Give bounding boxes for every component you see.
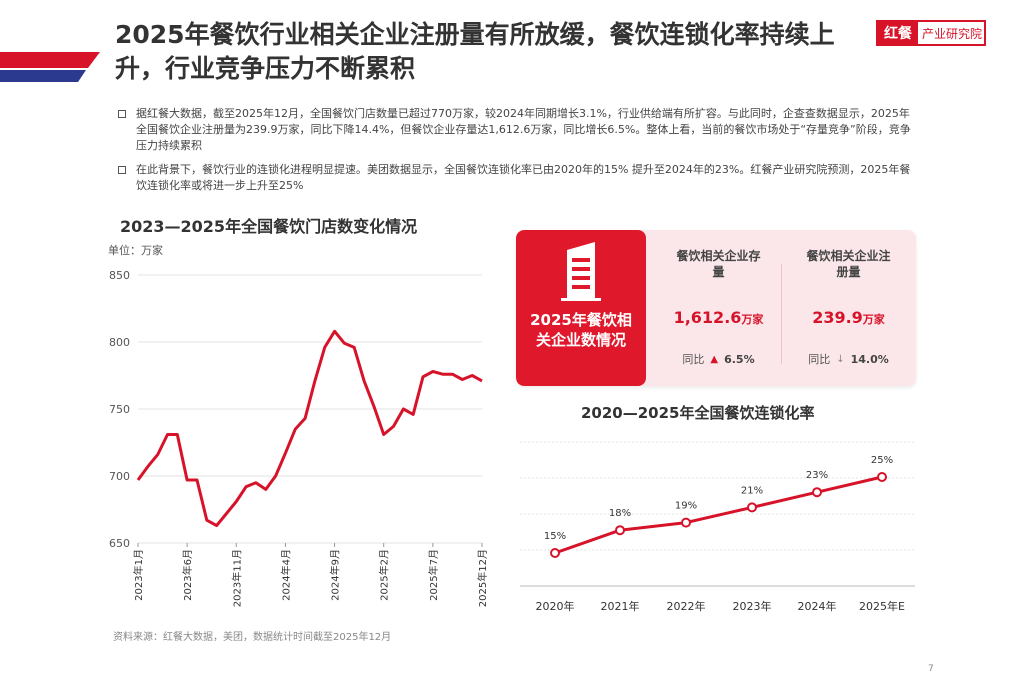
metric-label: 餐饮相关企业注册量	[806, 249, 891, 279]
bullet-item: 在此背景下，餐饮行业的连锁化进程明显提速。美团数据显示，全国餐饮连锁化率已由20…	[118, 162, 918, 194]
data-label: 25%	[871, 455, 893, 466]
chain-rate-line	[554, 475, 883, 555]
metric-value: 1,612.6万家	[651, 308, 786, 327]
data-label: 18%	[609, 508, 631, 519]
metric-number: 239.9	[812, 308, 863, 327]
arrow-down-icon: ↓	[836, 353, 845, 365]
chain-rate-point	[615, 525, 625, 536]
y-tick-label: 850	[109, 269, 130, 282]
data-label: 23%	[806, 470, 828, 481]
enterprise-stats-card: 2025年餐饮相关企业数情况 餐饮相关企业存量 1,612.6万家 同比 ▲ 6…	[516, 230, 916, 386]
yoy-value: 6.5%	[724, 352, 755, 366]
x-category-label: 2021年	[601, 599, 640, 613]
building-icon	[561, 242, 601, 301]
brand-logo: 红餐 产业研究院	[876, 20, 986, 46]
x-category-label: 2024年	[798, 599, 837, 613]
card-divider	[781, 264, 782, 364]
x-category-label: 2023年	[733, 599, 772, 613]
chain-rate-point	[747, 502, 757, 513]
chain-rate-chart-title: 2020—2025年全国餐饮连锁化率	[581, 404, 815, 422]
chain-rate-chart: 15% 2020年 18% 2021年 19% 2022年 21% 2023年 23% 2024年…	[520, 441, 915, 613]
bullet-text: 在此背景下，餐饮行业的连锁化进程明显提速。美团数据显示，全国餐饮连锁化率已由20…	[136, 163, 911, 192]
data-label: 19%	[675, 501, 697, 512]
metric-yoy: 同比 ↓ 14.0%	[781, 351, 916, 367]
y-tick-label: 800	[109, 336, 130, 349]
data-label: 21%	[741, 485, 763, 496]
enterprise-registration-metric: 餐饮相关企业注册量 239.9万家 同比 ↓ 14.0%	[781, 230, 916, 386]
card-highlight-panel: 2025年餐饮相关企业数情况	[516, 230, 646, 386]
card-title: 2025年餐饮相关企业数情况	[530, 311, 632, 349]
store-count-chart: 单位：万家 650 700 750 800 850 2023年1月 2023年6月 2023年1…	[108, 243, 489, 607]
metric-unit: 万家	[741, 313, 764, 326]
yoy-value: 14.0%	[850, 352, 889, 366]
enterprise-stock-metric: 餐饮相关企业存量 1,612.6万家 同比 ▲ 6.5%	[651, 230, 786, 386]
yoy-label: 同比	[682, 353, 705, 366]
metric-yoy: 同比 ▲ 6.5%	[651, 351, 786, 367]
y-tick-label: 750	[109, 403, 130, 416]
x-category-label: 2022年	[667, 599, 706, 613]
metric-number: 1,612.6	[673, 308, 742, 327]
store-count-line	[136, 329, 483, 528]
x-tick-label: 2025年2月	[378, 549, 391, 601]
square-bullet-icon	[118, 166, 126, 174]
x-tick-label: 2025年12月	[476, 549, 489, 607]
x-tick-label: 2024年9月	[329, 549, 342, 601]
square-bullet-icon	[118, 110, 126, 118]
arrow-up-icon: ▲	[710, 353, 719, 365]
x-category-label: 2025年E	[859, 599, 905, 613]
metric-value: 239.9万家	[781, 308, 916, 327]
page-number: 7	[928, 664, 934, 674]
x-tick-label: 2023年6月	[181, 549, 194, 601]
chain-rate-point	[681, 517, 691, 528]
header-accent-bar	[0, 52, 100, 82]
x-category-label: 2020年	[536, 599, 575, 613]
y-tick-label: 650	[109, 537, 130, 550]
unit-label: 单位：万家	[108, 243, 163, 257]
brand-logo-mark: 红餐	[878, 22, 918, 44]
store-count-chart-title: 2023—2025年全国餐饮门店数变化情况	[120, 217, 418, 236]
bullet-text: 据红餐大数据，截至2025年12月，全国餐饮门店数量已超过770万家，较2024…	[136, 107, 911, 152]
x-tick-label: 2023年11月	[230, 549, 243, 607]
metric-label: 餐饮相关企业存量	[676, 249, 761, 279]
page-title: 2025年餐饮行业相关企业注册量有所放缓，餐饮连锁化率持续上升，行业竞争压力不断…	[115, 20, 835, 83]
x-tick-label: 2024年4月	[279, 549, 292, 601]
chain-rate-point	[877, 472, 887, 482]
chain-rate-point	[550, 548, 560, 558]
bullet-item: 据红餐大数据，截至2025年12月，全国餐饮门店数量已超过770万家，较2024…	[118, 106, 918, 154]
x-tick-label: 2023年1月	[132, 549, 145, 601]
bullet-list: 据红餐大数据，截至2025年12月，全国餐饮门店数量已超过770万家，较2024…	[118, 106, 918, 202]
x-tick-label: 2025年7月	[427, 549, 440, 601]
y-tick-label: 700	[109, 470, 130, 483]
yoy-label: 同比	[808, 353, 831, 366]
source-note: 资料来源：红餐大数据，美团，数据统计时间截至2025年12月	[113, 632, 392, 643]
data-label: 15%	[544, 531, 566, 542]
metric-unit: 万家	[862, 313, 885, 326]
chain-rate-point	[812, 487, 822, 498]
brand-logo-text: 产业研究院	[922, 26, 983, 41]
